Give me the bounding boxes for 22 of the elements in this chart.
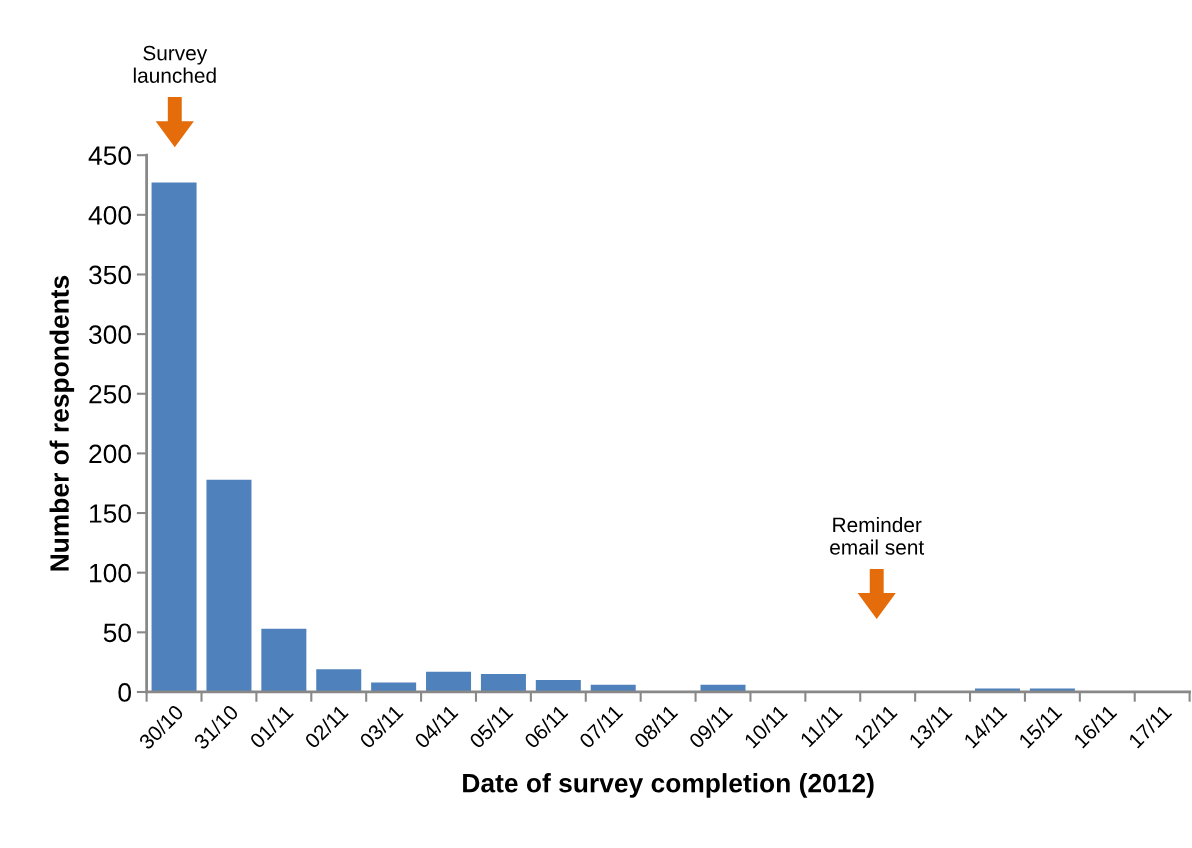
text: Survey launched	[133, 45, 216, 83]
bar	[151, 182, 197, 692]
x-axis-title: Date of survey completion (2012)	[463, 773, 874, 798]
bar	[206, 479, 252, 692]
y-tick-label: 250	[89, 384, 131, 404]
y-tick-label: 100	[90, 563, 131, 583]
y-tick-label: 50	[103, 623, 131, 643]
bar	[535, 680, 581, 692]
bar	[261, 628, 307, 692]
y-tick-label: 0	[118, 683, 131, 702]
y-tick-label: 200	[89, 444, 131, 464]
y-axis-title: Number of respondents	[49, 275, 75, 571]
y-tick-label: 150	[90, 504, 131, 523]
y-tick-label: 350	[89, 265, 131, 285]
y-tick-label: 300	[89, 325, 131, 344]
bar	[480, 674, 526, 692]
bar	[316, 669, 362, 692]
bar	[371, 682, 417, 692]
y-tick-label: 450	[88, 146, 131, 166]
y-tick-label: 400	[88, 205, 131, 225]
bar	[426, 671, 472, 692]
annotation: Reminder email sent	[830, 516, 925, 555]
